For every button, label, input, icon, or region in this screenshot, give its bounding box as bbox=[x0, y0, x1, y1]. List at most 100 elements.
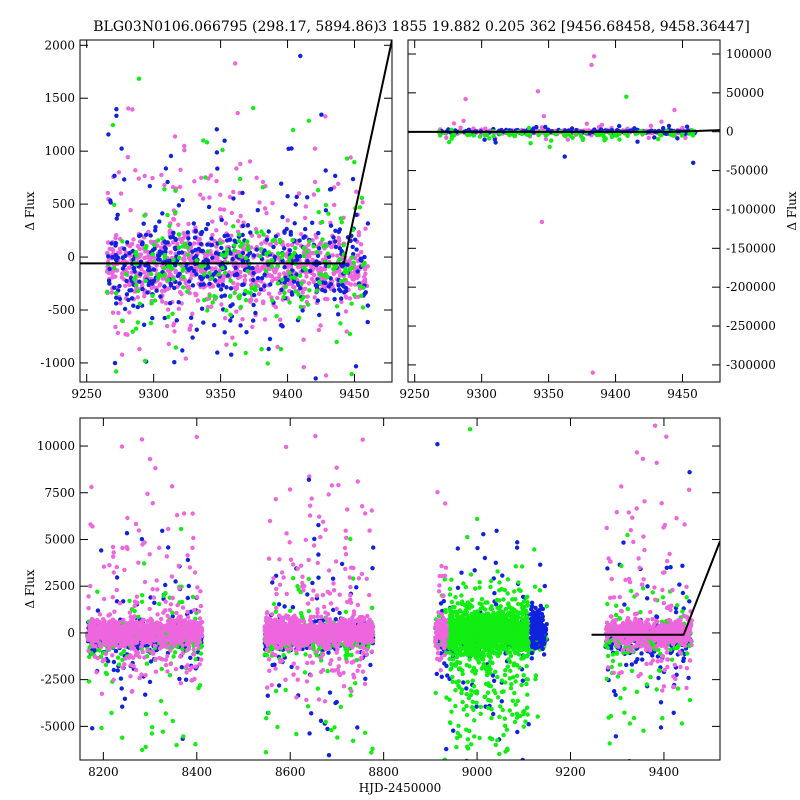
data-point bbox=[254, 247, 259, 252]
data-point bbox=[229, 233, 234, 238]
data-point bbox=[139, 242, 145, 247]
data-point bbox=[268, 647, 273, 652]
data-point bbox=[300, 308, 305, 313]
data-point bbox=[225, 247, 230, 253]
data-point bbox=[270, 580, 275, 585]
y-tick-label: 2000 bbox=[44, 38, 75, 52]
data-point bbox=[127, 251, 132, 256]
data-point bbox=[138, 233, 143, 238]
data-point bbox=[253, 310, 258, 316]
data-point bbox=[293, 202, 298, 207]
data-point bbox=[606, 715, 611, 720]
data-point bbox=[131, 266, 136, 271]
data-point bbox=[261, 232, 266, 237]
data-point bbox=[518, 588, 523, 593]
data-point bbox=[262, 419, 266, 423]
data-point bbox=[139, 599, 145, 604]
data-point bbox=[232, 273, 238, 278]
data-point bbox=[532, 584, 538, 589]
data-point bbox=[116, 662, 122, 667]
data-point bbox=[157, 283, 162, 288]
data-point bbox=[669, 657, 675, 662]
data-point bbox=[272, 266, 278, 272]
data-point bbox=[613, 612, 619, 618]
data-point bbox=[578, 133, 583, 138]
data-point bbox=[648, 674, 653, 680]
data-point bbox=[309, 264, 314, 270]
data-point bbox=[114, 301, 119, 306]
data-point bbox=[660, 595, 666, 600]
data-point bbox=[162, 284, 167, 289]
data-point bbox=[251, 318, 256, 323]
data-point bbox=[214, 127, 219, 132]
data-point bbox=[237, 253, 243, 258]
data-point bbox=[173, 236, 178, 242]
data-point bbox=[127, 310, 132, 315]
data-point bbox=[272, 254, 278, 259]
data-point bbox=[250, 324, 255, 330]
data-point bbox=[505, 577, 511, 582]
data-point bbox=[370, 746, 375, 751]
data-point bbox=[185, 595, 190, 601]
data-point bbox=[687, 131, 692, 136]
data-point bbox=[185, 557, 191, 563]
data-point bbox=[230, 302, 235, 307]
data-point bbox=[228, 278, 233, 283]
data-point bbox=[320, 237, 325, 242]
x-tick-label: 9250 bbox=[71, 387, 102, 401]
data-point bbox=[331, 267, 337, 272]
data-point bbox=[614, 603, 619, 608]
data-point bbox=[369, 750, 374, 755]
data-point bbox=[180, 599, 185, 605]
data-point bbox=[200, 248, 205, 254]
data-point bbox=[333, 617, 338, 622]
data-point bbox=[353, 681, 358, 686]
data-point bbox=[147, 679, 153, 685]
data-point bbox=[499, 699, 504, 704]
data-point bbox=[129, 241, 135, 247]
data-point bbox=[123, 253, 128, 258]
data-point bbox=[610, 652, 616, 657]
data-point bbox=[251, 302, 256, 308]
data-point bbox=[127, 282, 132, 288]
data-point bbox=[357, 205, 363, 210]
data-point bbox=[311, 244, 316, 249]
data-point bbox=[214, 228, 219, 233]
data-point bbox=[159, 666, 164, 672]
data-point bbox=[505, 664, 510, 669]
data-point bbox=[219, 294, 224, 299]
data-point bbox=[168, 153, 174, 159]
data-point bbox=[459, 570, 464, 575]
data-point bbox=[446, 139, 452, 145]
data-point bbox=[285, 218, 290, 223]
data-point bbox=[273, 234, 279, 239]
data-point bbox=[178, 167, 183, 172]
data-point bbox=[328, 282, 333, 287]
data-point bbox=[192, 235, 198, 240]
data-point bbox=[223, 221, 229, 226]
data-point bbox=[328, 276, 333, 281]
data-point bbox=[365, 264, 370, 269]
data-point bbox=[234, 166, 239, 171]
data-point bbox=[191, 221, 196, 226]
data-point bbox=[141, 322, 147, 327]
data-point bbox=[629, 668, 635, 674]
data-point bbox=[214, 150, 220, 155]
data-point bbox=[604, 676, 609, 682]
data-point bbox=[160, 299, 165, 304]
data-point bbox=[133, 168, 138, 173]
data-point bbox=[291, 576, 296, 581]
data-point bbox=[148, 659, 154, 664]
data-point bbox=[199, 306, 205, 311]
data-point bbox=[197, 237, 202, 242]
data-point bbox=[172, 650, 178, 655]
data-point bbox=[163, 301, 169, 306]
data-point bbox=[283, 284, 288, 290]
data-point bbox=[464, 686, 469, 691]
data-point bbox=[231, 196, 236, 201]
data-point bbox=[198, 264, 203, 269]
data-point bbox=[223, 308, 229, 313]
data-point bbox=[293, 245, 298, 251]
data-point bbox=[338, 321, 343, 326]
data-point bbox=[451, 728, 456, 733]
